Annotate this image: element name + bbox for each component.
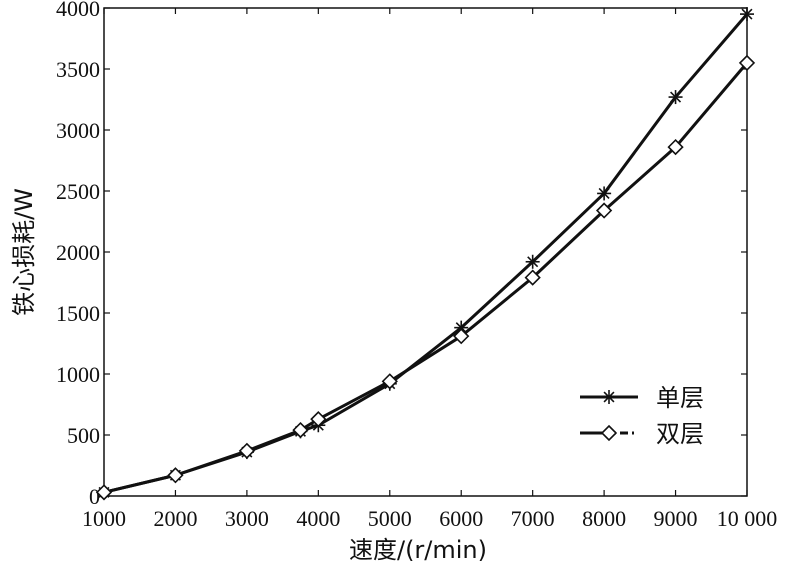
x-tick-label: 10 000 (717, 506, 778, 531)
x-tick-label: 8000 (582, 506, 626, 531)
series-layer (95, 7, 756, 501)
asterisk-marker (740, 7, 754, 22)
x-tick-label: 3000 (225, 506, 269, 531)
x-axis-title: 速度/(r/min) (349, 536, 487, 564)
series-1 (103, 13, 749, 494)
y-tick-label: 500 (67, 423, 100, 448)
axis-ticks: 1000 2000 3000 4000 5000 6000 7000 8000 9000 10 0… (56, 0, 777, 531)
asterisk-marker (597, 186, 612, 201)
legend-label: 双层 (656, 420, 704, 448)
legend-entry: 双层 (580, 420, 704, 448)
diamond-marker (738, 54, 756, 72)
diamond-marker (453, 328, 470, 345)
series-2 (103, 61, 749, 494)
x-tick-label: 4000 (296, 506, 340, 531)
y-tick-label: 3000 (56, 118, 100, 143)
diamond-marker (292, 421, 309, 439)
y-tick-label: 3500 (56, 57, 100, 82)
diamond-marker (167, 467, 184, 484)
series-line (103, 13, 749, 494)
y-tick-label: 4000 (56, 0, 100, 21)
y-tick-label: 0 (89, 484, 100, 509)
asterisk-marker (525, 254, 540, 269)
series-line (103, 61, 749, 494)
asterisk-marker (602, 390, 616, 404)
legend-entry: 单层 (580, 384, 704, 412)
diamond-marker (95, 484, 113, 501)
y-tick-label: 1000 (56, 362, 100, 387)
y-tick-label: 2500 (56, 179, 100, 204)
legend-label: 单层 (656, 384, 704, 412)
x-tick-label: 7000 (511, 506, 555, 531)
plot-area (103, 7, 748, 497)
diamond-marker (600, 424, 618, 442)
y-tick-label: 2000 (56, 240, 100, 265)
x-tick-label: 1000 (82, 506, 126, 531)
x-tick-label: 5000 (368, 506, 412, 531)
x-tick-label: 9000 (654, 506, 698, 531)
y-tick-label: 1500 (56, 301, 100, 326)
diamond-marker (381, 373, 398, 390)
diamond-marker (524, 269, 541, 286)
series-2-markers (95, 54, 756, 501)
y-axis-title: 铁心损耗/W (10, 188, 38, 316)
x-tick-label: 2000 (153, 506, 197, 531)
diamond-marker (595, 202, 613, 219)
x-tick-label: 6000 (439, 506, 483, 531)
plot-frame (103, 7, 748, 497)
diamond-marker (310, 411, 327, 428)
diamond-marker (667, 138, 684, 156)
diamond-marker (238, 442, 256, 459)
asterisk-marker (668, 90, 683, 105)
